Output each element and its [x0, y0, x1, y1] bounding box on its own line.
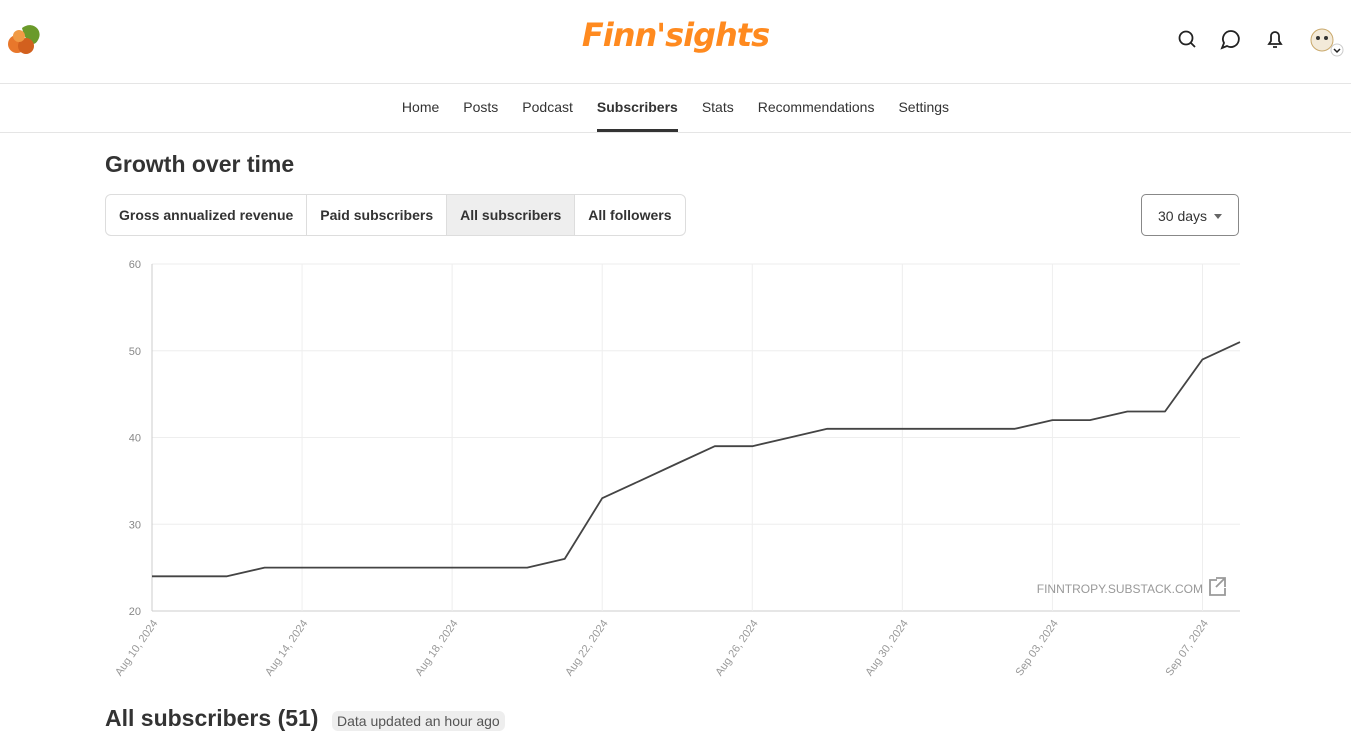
metric-tab[interactable]: All followers [588, 207, 672, 223]
search-icon[interactable] [1178, 30, 1196, 48]
x-tick-label: Aug 10, 2024 [113, 618, 160, 678]
update-badge: Data updated an hour ago [332, 711, 505, 731]
y-tick-label: 40 [129, 433, 141, 445]
nav-link[interactable]: Podcast [522, 99, 573, 115]
nav-bar: Home Posts Podcast Subscribers Stats Recommen… [0, 84, 1351, 133]
nav-link[interactable]: Posts [463, 99, 499, 115]
x-tick-label: Aug 18, 2024 [413, 618, 460, 678]
metric-tab[interactable]: Paid subscribers [307, 195, 448, 235]
nav-link[interactable]: Subscribers [596, 84, 678, 132]
x-tick-label: Sep 07, 2024 [1164, 618, 1211, 678]
header-icons [1178, 28, 1344, 57]
nav-link[interactable]: Stats [701, 99, 734, 115]
nav-link[interactable]: Home [401, 99, 440, 115]
x-tick-label: Sep 03, 2024 [1013, 618, 1060, 678]
y-tick-label: 20 [129, 606, 141, 618]
top-bar: Finn'sights [0, 0, 1351, 84]
y-tick-label: 30 [129, 519, 141, 531]
chart: 20 30 40 50 60 Aug 10, 2024 Aug 14, 2024 Aug 18… [113, 259, 1241, 678]
metric-tabs: Gross annualized revenue Paid subscribers… [105, 194, 686, 236]
nav-link[interactable]: Settings [898, 99, 950, 115]
subscribers-title: All subscribers (51) [105, 705, 319, 731]
chat-icon[interactable] [1220, 30, 1240, 50]
external-link-icon [1209, 577, 1226, 596]
x-tick-label: Aug 26, 2024 [713, 618, 760, 678]
range-select[interactable]: 30 days [1141, 194, 1239, 236]
x-tick-label: Aug 30, 2024 [863, 618, 910, 678]
metric-tab[interactable]: All subscribers [447, 195, 576, 235]
watermark: FINNTROPY.SUBSTACK.COM [1037, 582, 1203, 596]
y-tick-label: 50 [129, 346, 141, 358]
avatar[interactable] [1310, 28, 1344, 57]
site-title[interactable]: Finn'sights [581, 16, 770, 54]
section-title: Growth over time [105, 151, 295, 177]
nav-link[interactable]: Recommendations [757, 99, 875, 115]
y-tick-label: 60 [129, 259, 141, 271]
bell-icon[interactable] [1267, 31, 1283, 48]
publication-logo[interactable] [4, 22, 44, 60]
x-tick-label: Aug 14, 2024 [263, 618, 310, 678]
metric-tab[interactable]: Gross annualized revenue [106, 195, 308, 235]
x-tick-label: Aug 22, 2024 [563, 618, 610, 678]
series-line [152, 341, 1241, 578]
